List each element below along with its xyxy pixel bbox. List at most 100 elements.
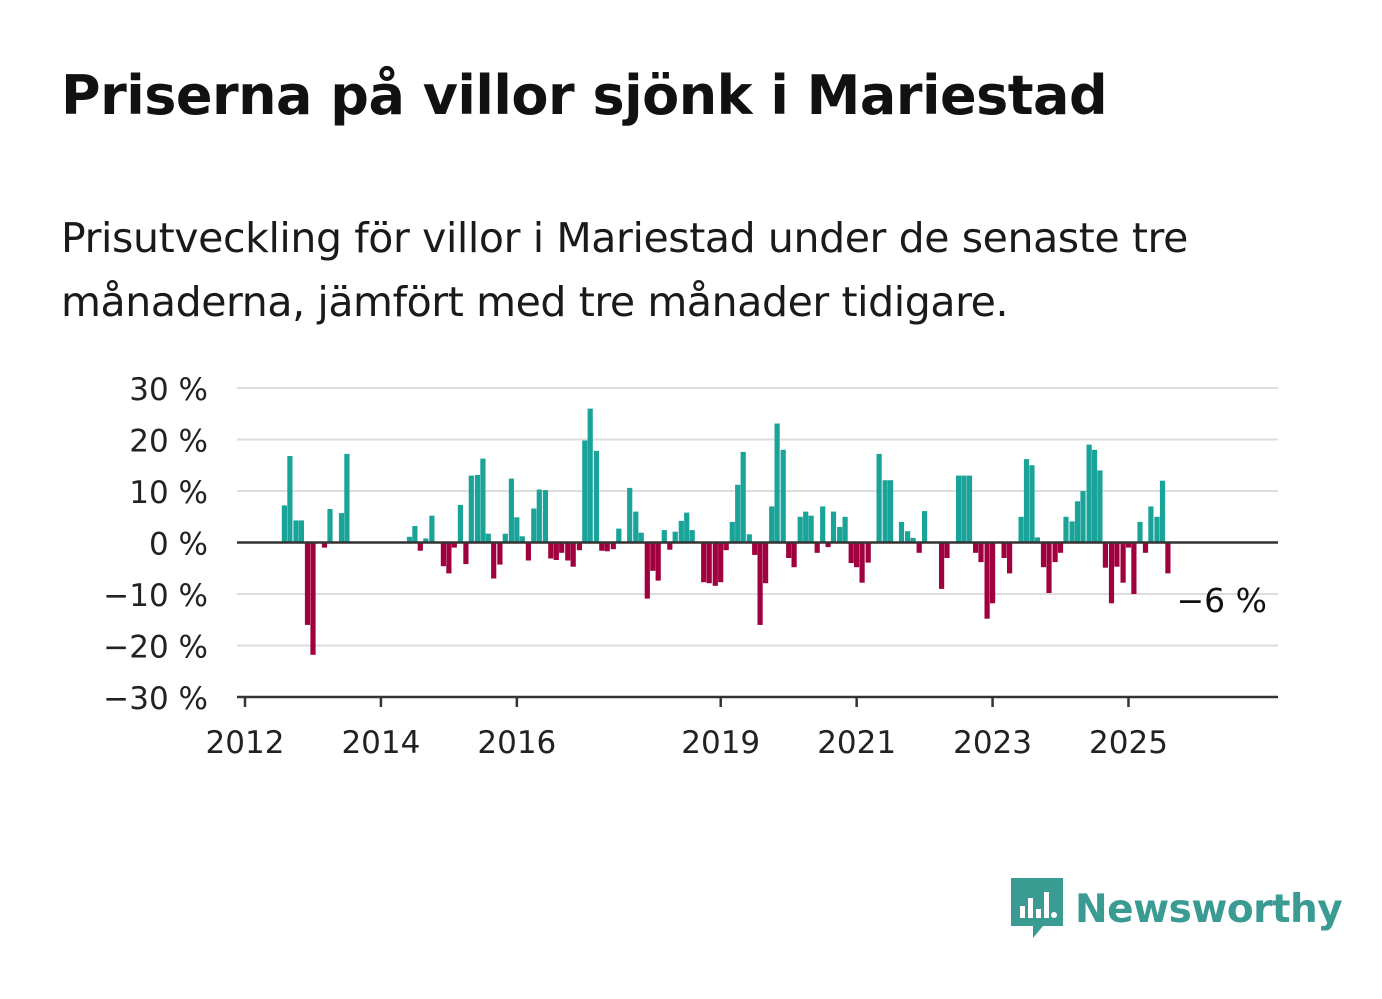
bar [661, 530, 667, 543]
y-tick-label: 20 % [129, 424, 208, 460]
bar [451, 542, 457, 548]
y-tick-label: 0 % [149, 527, 208, 563]
bar [650, 542, 656, 571]
bar [536, 489, 542, 543]
bar [1142, 542, 1149, 553]
axes [237, 541, 1278, 707]
y-tick-label: −20 % [103, 630, 208, 666]
bar [701, 542, 707, 583]
bar [854, 542, 860, 568]
bar [1007, 542, 1013, 574]
bar [468, 475, 474, 543]
bar [559, 542, 565, 553]
bar [740, 451, 746, 543]
bar [1125, 542, 1132, 548]
bar [1069, 521, 1075, 543]
bar [293, 520, 299, 543]
bar [729, 521, 735, 543]
bar [1063, 516, 1069, 543]
bar [1131, 542, 1137, 594]
bar [655, 542, 661, 581]
bar [820, 506, 826, 543]
bar [480, 458, 486, 543]
bar [865, 542, 871, 563]
bar [417, 542, 423, 551]
x-tick-label: 2014 [341, 725, 420, 761]
bar [735, 484, 741, 543]
bar [956, 475, 962, 543]
bar [961, 475, 967, 543]
bar [763, 542, 769, 584]
bar-chart: 30 % 20 % 10 % 0 % −10 % −20 % −30 % 2012 2014 20… [103, 372, 1278, 761]
bar [446, 542, 452, 574]
bar [304, 542, 311, 625]
bar [859, 542, 865, 583]
y-tick-label: 10 % [129, 475, 208, 511]
bar [463, 542, 469, 565]
x-tick-label: 2023 [953, 725, 1032, 761]
bar [491, 542, 497, 579]
bar [830, 511, 837, 543]
bar [797, 516, 803, 543]
bar [406, 536, 413, 543]
bar [718, 542, 724, 583]
bar [1001, 542, 1007, 558]
bar [587, 408, 593, 543]
bar [610, 542, 616, 550]
bar [553, 542, 559, 560]
bar [1074, 501, 1081, 543]
x-tick-label: 2021 [817, 725, 896, 761]
bar [508, 478, 514, 543]
bar [576, 542, 582, 551]
bar [1154, 516, 1160, 543]
bar [344, 453, 350, 543]
bar [412, 526, 418, 543]
bar [905, 531, 911, 543]
bar [565, 542, 571, 561]
bar [1108, 542, 1115, 604]
bar [876, 453, 882, 543]
bar [298, 520, 304, 543]
brand-name: Newsworthy [1075, 886, 1343, 932]
bar [910, 537, 916, 543]
bar [780, 449, 786, 543]
bar [638, 532, 644, 543]
y-tick-label: 30 % [129, 372, 208, 408]
bar [1165, 542, 1171, 574]
bar [582, 440, 588, 543]
bar [752, 542, 758, 555]
bar [1159, 480, 1166, 543]
bar [321, 542, 328, 548]
bar [1091, 449, 1098, 543]
bar [672, 531, 678, 543]
bar [888, 480, 894, 543]
bar [1057, 542, 1064, 553]
last-value-label: −6 % [1177, 581, 1268, 620]
bar [616, 528, 622, 543]
bar [497, 542, 503, 565]
tick-labels: 30 % 20 % 10 % 0 % −10 % −20 % −30 % 2012 2014 20… [103, 372, 1267, 761]
bar [808, 515, 814, 543]
bar [882, 480, 888, 543]
bar [848, 542, 854, 564]
x-tick-label: 2012 [206, 725, 285, 761]
bar [916, 542, 922, 553]
bar [1148, 506, 1154, 543]
bar [706, 542, 712, 584]
bar [837, 527, 843, 543]
bar [973, 542, 979, 553]
bar [746, 534, 752, 543]
bar [531, 508, 537, 543]
bar [966, 475, 973, 543]
bar [684, 512, 690, 543]
bar [633, 511, 639, 543]
bar [898, 521, 905, 543]
bar [1034, 537, 1040, 543]
bar [922, 511, 928, 543]
bar [570, 542, 576, 567]
bar [281, 505, 287, 543]
bar [457, 504, 463, 543]
bar [1097, 470, 1103, 543]
bar [1114, 542, 1120, 567]
x-tick-label: 2016 [477, 725, 556, 761]
